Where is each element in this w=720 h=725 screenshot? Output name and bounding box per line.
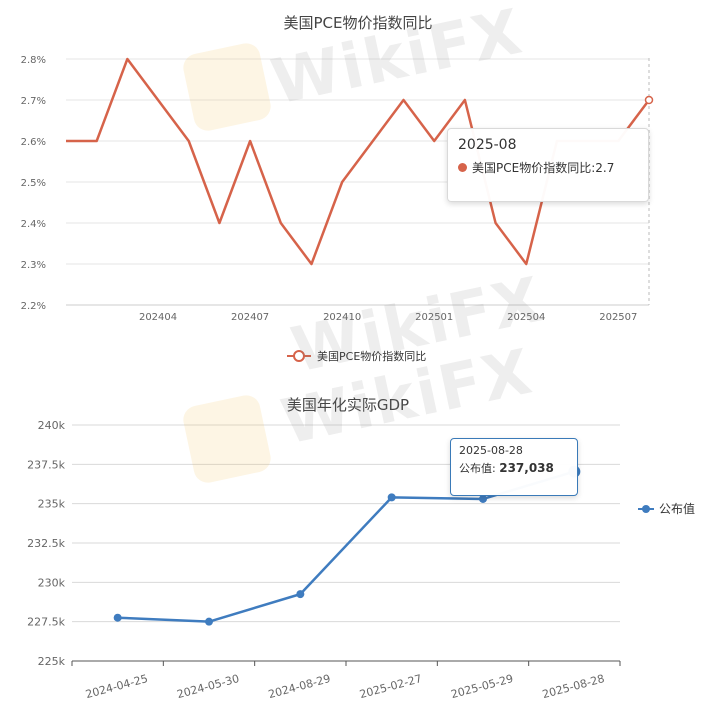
gdp-y-tick-label: 225k [38, 655, 66, 668]
gdp-x-tick-label: 2025-08-28 [541, 672, 606, 701]
gdp-y-tick-label: 235k [38, 498, 66, 511]
gdp-legend-marker [642, 505, 650, 513]
gdp-tooltip-date: 2025-08-28 [459, 444, 569, 457]
gdp-x-tick-label: 2024-08-29 [267, 672, 332, 701]
pce-tooltip-dot-icon [458, 163, 467, 172]
gdp-chart: 美国年化实际GDP 225k 227.5k 230k 232.5k 235k 237.5k… [0, 380, 720, 721]
gdp-tooltip-value: 237,038 [499, 461, 554, 475]
pce-legend-label: 美国PCE物价指数同比 [317, 349, 426, 363]
pce-y-tick-label: 2.7% [21, 96, 46, 107]
gdp-data-point [205, 618, 213, 626]
gdp-data-point [296, 590, 304, 598]
pce-data-point [646, 97, 653, 104]
gdp-legend-label: 公布值 [659, 501, 695, 516]
pce-x-tick-label: 202410 [323, 312, 361, 323]
pce-y-tick-label: 2.6% [21, 137, 46, 148]
pce-y-tick-label: 2.4% [21, 219, 46, 230]
pce-y-tick-label: 2.3% [21, 260, 46, 271]
pce-tooltip: 2025-08 美国PCE物价指数同比:2.7 [447, 128, 649, 202]
pce-x-tick-label: 202407 [231, 312, 269, 323]
pce-y-tick-label: 2.2% [21, 301, 46, 312]
gdp-y-tick-label: 230k [38, 576, 66, 589]
pce-y-axis: 2.2% 2.3% 2.4% 2.5% 2.6% 2.7% 2.8% [21, 55, 46, 312]
gdp-x-tick-label: 2024-04-25 [84, 672, 149, 701]
gdp-y-tick-label: 237.5k [27, 458, 65, 471]
gdp-x-tick-label: 2025-05-29 [450, 672, 515, 701]
gdp-chart-title: 美国年化实际GDP [287, 396, 409, 414]
pce-chart-title: 美国PCE物价指数同比 [284, 14, 433, 32]
pce-x-tick-label: 202507 [599, 312, 637, 323]
gdp-tooltip-label: 公布值: [459, 462, 496, 475]
gdp-data-point [114, 614, 122, 622]
gdp-data-point [388, 493, 396, 501]
gdp-y-tick-label: 232.5k [27, 537, 65, 550]
pce-y-tick-label: 2.5% [21, 178, 46, 189]
pce-tooltip-date: 2025-08 [458, 137, 638, 153]
gdp-chart-panel: 美国年化实际GDP 225k 227.5k 230k 232.5k 235k 237.5k… [0, 380, 720, 721]
pce-tooltip-label: 美国PCE物价指数同比:2.7 [472, 159, 614, 176]
gdp-y-axis: 225k 227.5k 230k 232.5k 235k 237.5k 240k [27, 419, 65, 668]
gdp-legend[interactable]: 公布值 [638, 501, 695, 516]
gdp-y-tick-label: 227.5k [27, 616, 65, 629]
gdp-y-tick-label: 240k [38, 419, 66, 432]
pce-x-tick-label: 202501 [415, 312, 453, 323]
gdp-tooltip: 2025-08-28 公布值: 237,038 [450, 438, 578, 496]
gdp-tooltip-row: 公布值: 237,038 [459, 460, 569, 476]
pce-x-axis: 202404 202407 202410 202501 202504 202507 [139, 312, 637, 323]
gdp-data-point [479, 495, 487, 503]
pce-legend-marker [294, 351, 304, 361]
pce-x-tick-label: 202504 [507, 312, 545, 323]
pce-tooltip-row: 美国PCE物价指数同比:2.7 [458, 159, 638, 176]
pce-y-tick-label: 2.8% [21, 55, 46, 66]
gdp-x-tick-label: 2024-05-30 [176, 672, 241, 701]
gdp-x-tick-label: 2025-02-27 [358, 672, 423, 701]
pce-legend[interactable]: 美国PCE物价指数同比 [287, 349, 426, 363]
pce-x-tick-label: 202404 [139, 312, 177, 323]
gdp-x-axis: 2024-04-25 2024-05-30 2024-08-29 2025-02-27… [84, 672, 606, 701]
